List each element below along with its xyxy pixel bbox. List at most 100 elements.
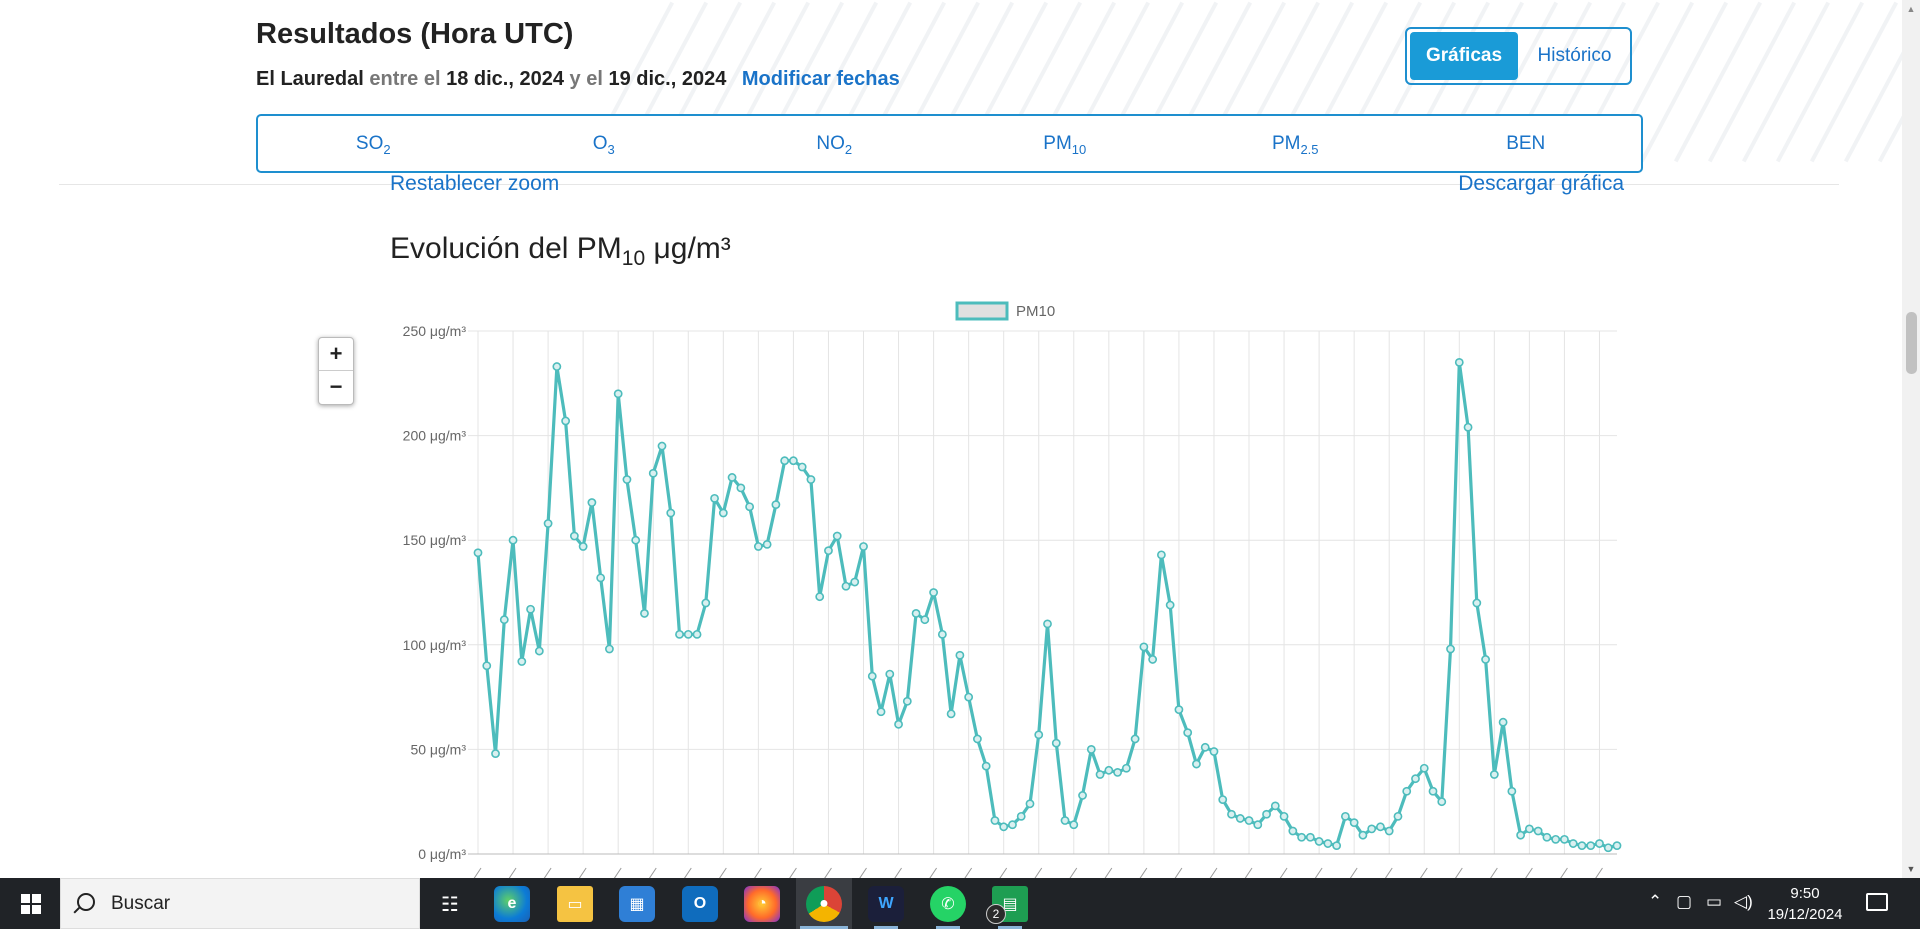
scroll-down-arrow-icon[interactable]: ▼ bbox=[1906, 864, 1916, 874]
x-tick-mark bbox=[648, 867, 657, 878]
tab-pm10[interactable]: PM10 bbox=[1043, 133, 1087, 157]
pm10-data-point bbox=[1209, 747, 1219, 756]
zoom-out-button[interactable]: − bbox=[329, 374, 343, 399]
pm10-data-point bbox=[491, 749, 500, 758]
pm10-data-point bbox=[867, 671, 877, 681]
network-icon[interactable]: ▭ bbox=[1706, 892, 1723, 911]
pm10-data-point bbox=[1577, 841, 1587, 851]
pm10-data-point bbox=[1411, 774, 1420, 784]
x-tick-mark bbox=[1034, 867, 1043, 878]
pm10-data-point bbox=[1016, 811, 1026, 821]
pm10-data-point bbox=[999, 822, 1009, 832]
pm10-data-point bbox=[1376, 822, 1385, 832]
pm10-data-point bbox=[920, 615, 930, 625]
taskbar-search[interactable]: Buscar bbox=[60, 878, 420, 929]
pm10-data-point bbox=[1218, 795, 1228, 805]
edge-icon[interactable]: e bbox=[494, 886, 530, 922]
pm10-data-point bbox=[1279, 811, 1289, 821]
microsoft-store-icon[interactable]: ▦ bbox=[619, 886, 655, 922]
start-button[interactable] bbox=[0, 878, 60, 929]
pm10-data-point bbox=[894, 719, 903, 729]
history-tab[interactable]: Histórico bbox=[1537, 45, 1612, 66]
notification-icon[interactable] bbox=[1866, 893, 1888, 911]
pm10-data-point bbox=[1139, 642, 1149, 652]
search-icon bbox=[77, 893, 95, 911]
tab-o3[interactable]: O3 bbox=[592, 133, 615, 157]
x-tick-mark bbox=[964, 867, 973, 878]
graphs-tab[interactable]: Gráficas bbox=[1410, 32, 1518, 80]
chrome-icon[interactable]: ● bbox=[806, 886, 842, 922]
pm10-data-point bbox=[1095, 770, 1105, 779]
pm10-data-point bbox=[666, 508, 676, 518]
pm10-data-point bbox=[745, 502, 755, 512]
pm10-data-point bbox=[841, 581, 851, 591]
sheets-running-indicator bbox=[998, 926, 1022, 929]
x-tick-mark bbox=[1525, 867, 1533, 878]
x-tick-mark bbox=[859, 867, 867, 878]
pm10-data-point bbox=[1428, 786, 1438, 796]
system-clock[interactable]: 9:50 19/12/2024 bbox=[1760, 883, 1850, 925]
legend-label: PM10 bbox=[1016, 303, 1055, 320]
x-tick-mark bbox=[1139, 867, 1148, 878]
pm10-data-point bbox=[832, 531, 842, 541]
meeting-icon[interactable]: ▢ bbox=[1676, 892, 1693, 911]
pm10-line-chart: 0 μg/m³ 50 μg/m³ 100 μg/m³ 150 μg/m³ 200 μg/… bbox=[403, 301, 1622, 878]
download-chart-link[interactable]: Descargar gráfica bbox=[1458, 172, 1624, 195]
clock-date: 19/12/2024 bbox=[1767, 906, 1843, 923]
pm10-data-point bbox=[578, 542, 588, 551]
scroll-up-arrow-icon[interactable]: ▲ bbox=[1906, 4, 1916, 14]
pm10-data-point bbox=[1472, 598, 1482, 608]
pm10-data-point bbox=[569, 531, 579, 541]
y-tick-label: 50 μg/m³ bbox=[410, 741, 466, 757]
chart-title: Evolución del PM10 μg/m³ bbox=[390, 232, 731, 270]
pm10-data-point bbox=[902, 696, 912, 706]
pm10-data-point bbox=[964, 692, 974, 702]
whatsapp-icon[interactable]: ✆ bbox=[930, 886, 966, 922]
pm10-data-point bbox=[937, 629, 947, 639]
chevron-up-icon[interactable]: ⌃ bbox=[1648, 892, 1663, 911]
pm10-data-point bbox=[1454, 357, 1464, 367]
reset-zoom-link[interactable]: Restablecer zoom bbox=[390, 172, 560, 195]
pm10-data-point bbox=[1437, 797, 1447, 807]
header-divider bbox=[59, 184, 1839, 185]
volume-icon[interactable]: ◁) bbox=[1734, 892, 1753, 911]
pm10-data-point bbox=[1516, 830, 1526, 840]
task-view-icon[interactable]: ☷ bbox=[441, 893, 459, 916]
scroll-thumb[interactable] bbox=[1906, 312, 1917, 374]
pm10-data-point bbox=[762, 539, 772, 549]
between-label: entre el bbox=[369, 68, 441, 90]
pm10-data-point bbox=[1533, 826, 1543, 836]
pm10-data-point bbox=[1183, 728, 1193, 738]
pm10-data-point bbox=[499, 615, 509, 625]
pm10-data-point bbox=[648, 468, 658, 478]
modify-dates-link[interactable]: Modificar fechas bbox=[741, 68, 900, 90]
outlook-icon[interactable]: O bbox=[682, 886, 718, 922]
zoom-in-button[interactable]: + bbox=[319, 338, 353, 371]
tab-no2[interactable]: NO2 bbox=[816, 133, 853, 157]
pm10-data-point bbox=[1612, 841, 1622, 851]
y-tick-label: 250 μg/m³ bbox=[403, 323, 467, 339]
webex-icon[interactable]: W bbox=[868, 886, 904, 922]
search-placeholder: Buscar bbox=[111, 893, 171, 914]
pm10-data-point bbox=[657, 441, 667, 451]
pm10-data-point bbox=[1034, 730, 1044, 740]
pm10-data-point bbox=[622, 475, 632, 484]
pm10-data-point bbox=[692, 629, 702, 639]
x-tick-mark bbox=[824, 867, 832, 878]
pm10-data-point bbox=[517, 657, 527, 666]
tab-ben[interactable]: BEN bbox=[1506, 133, 1546, 154]
pm10-data-point bbox=[683, 629, 693, 639]
tab-pm25[interactable]: PM2.5 bbox=[1271, 133, 1319, 157]
pm10-data-point bbox=[824, 546, 833, 556]
firefox-icon[interactable]: ◔ bbox=[744, 886, 780, 922]
pm10-data-point bbox=[1200, 742, 1210, 752]
whatsapp-badge: 2 bbox=[986, 904, 1006, 924]
pm10-data-point bbox=[1244, 816, 1254, 825]
tab-so2[interactable]: SO2 bbox=[355, 133, 391, 157]
x-tick-mark bbox=[894, 867, 902, 878]
page-scrollbar[interactable]: ▲ ▼ bbox=[1902, 0, 1920, 878]
file-explorer-icon[interactable]: ▭ bbox=[557, 886, 593, 922]
x-tick-mark bbox=[508, 867, 517, 878]
x-tick-mark bbox=[1419, 867, 1428, 878]
pm10-data-point bbox=[1174, 705, 1184, 715]
